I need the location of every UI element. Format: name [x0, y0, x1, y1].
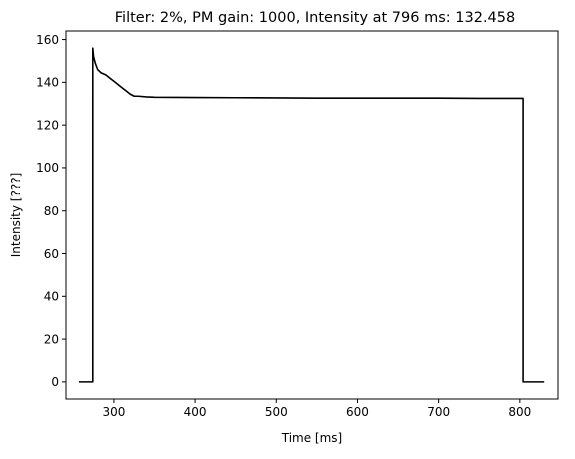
- x-tick-label: 300: [102, 405, 125, 419]
- y-axis: 0 20 40 60 80 100 120 140 160: [36, 33, 66, 389]
- x-tick-label: 800: [508, 405, 531, 419]
- y-tick-label: 40: [44, 290, 59, 304]
- intensity-series-line: [78, 47, 545, 383]
- axes-frame: [65, 30, 559, 400]
- x-tick-label: 500: [265, 405, 288, 419]
- plot-area: [78, 47, 545, 383]
- y-tick-label: 60: [44, 247, 59, 261]
- chart-title: Filter: 2%, PM gain: 1000, Intensity at …: [115, 10, 515, 26]
- y-axis-label: Intensity [???]: [9, 173, 23, 258]
- x-axis: 300 400 500 600 700 800: [102, 399, 531, 419]
- y-tick-label: 140: [36, 76, 59, 90]
- y-tick-label: 100: [36, 161, 59, 175]
- y-tick-label: 0: [51, 375, 59, 389]
- y-tick-label: 20: [44, 332, 59, 346]
- y-tick-label: 160: [36, 33, 59, 47]
- y-tick-label: 120: [36, 118, 59, 132]
- y-tick-label: 80: [44, 204, 59, 218]
- x-tick-label: 600: [346, 405, 369, 419]
- x-tick-label: 700: [427, 405, 450, 419]
- x-tick-label: 400: [184, 405, 207, 419]
- x-axis-label: Time [ms]: [281, 431, 343, 445]
